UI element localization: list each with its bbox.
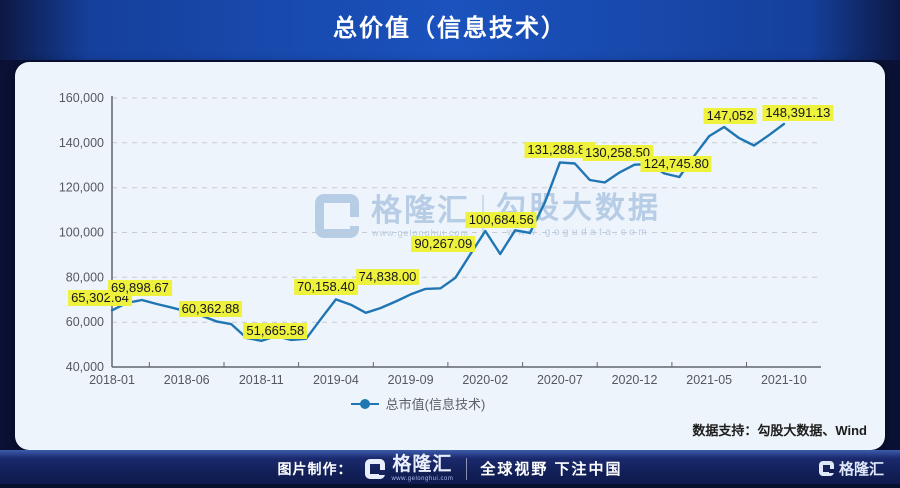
x-axis-tick-label: 2018-06 (164, 373, 210, 387)
x-axis-tick-label: 2020-12 (612, 373, 658, 387)
header-banner: 总价值（信息技术） (0, 0, 900, 60)
chart-legend[interactable]: 总市值(信息技术) (0, 394, 853, 413)
footer-made-by-label: 图片制作： (277, 460, 353, 477)
data-support-note: 数据支持：勾股大数据、Wind (692, 423, 867, 438)
footer-brand-block: 格隆汇 www.gelonghui.com (391, 455, 453, 482)
y-axis-tick-label: 40,000 (66, 360, 104, 374)
x-axis-tick-label: 2020-02 (462, 373, 508, 387)
footer-brand-logo: 格隆汇 www.gelonghui.com (365, 455, 453, 482)
footer-right-logo: 格隆汇 (818, 458, 884, 479)
x-axis-tick-label: 2018-01 (89, 373, 135, 387)
line-chart: 40,000 60,000 80,000 100,000 120,000 140,000 1… (59, 91, 821, 387)
x-axis-tick-label: 2020-07 (537, 373, 583, 387)
y-axis-tick-label: 160,000 (59, 91, 104, 105)
y-axis-tick-label: 100,000 (59, 226, 104, 240)
x-axis-tick-label: 2018-11 (239, 373, 284, 387)
footer-slogan: 全球视野 下注中国 (480, 461, 623, 478)
legend-line-marker-icon (350, 398, 379, 409)
footer-content: 图片制作： 格隆汇 www.gelonghui.com 全球视野 下注中国 (0, 453, 900, 484)
y-axis-tick-label: 80,000 (66, 270, 104, 284)
watermark-brand-name: 格隆汇 (371, 192, 470, 228)
watermark-brand-url: www.gelonghui.com (371, 227, 470, 238)
chart-card: 格隆汇 www.gelonghui.com 勾股大数据 www.gogudata… (15, 62, 885, 450)
gelonghui-logo-icon (315, 194, 359, 238)
series-line (110, 122, 786, 342)
footer-divider (466, 457, 468, 480)
x-axis-tick-label: 2019-09 (388, 373, 434, 387)
x-axis-tick-label: 2021-10 (761, 373, 807, 387)
legend-label: 总市值(信息技术) (385, 397, 486, 412)
watermark-brand-block: 格隆汇 www.gelonghui.com (371, 195, 470, 238)
y-axis-tick-label: 120,000 (59, 181, 104, 195)
gelonghui-logo-icon (365, 458, 386, 479)
y-axis-tick-label: 140,000 (59, 136, 104, 150)
x-axis-tick-label: 2019-04 (313, 373, 359, 387)
page-title: 总价值（信息技术） (333, 15, 567, 42)
footer-brand-name: 格隆汇 (392, 454, 453, 475)
footer-bar: 图片制作： 格隆汇 www.gelonghui.com 全球视野 下注中国 格隆… (0, 450, 900, 488)
x-axis-tick-label: 2021-05 (686, 373, 732, 387)
footer-brand-url: www.gelonghui.com (391, 476, 454, 482)
gelonghui-logo-icon (818, 461, 834, 476)
footer-right-brand-name: 格隆汇 (838, 461, 884, 478)
y-axis-tick-label: 60,000 (66, 315, 104, 329)
